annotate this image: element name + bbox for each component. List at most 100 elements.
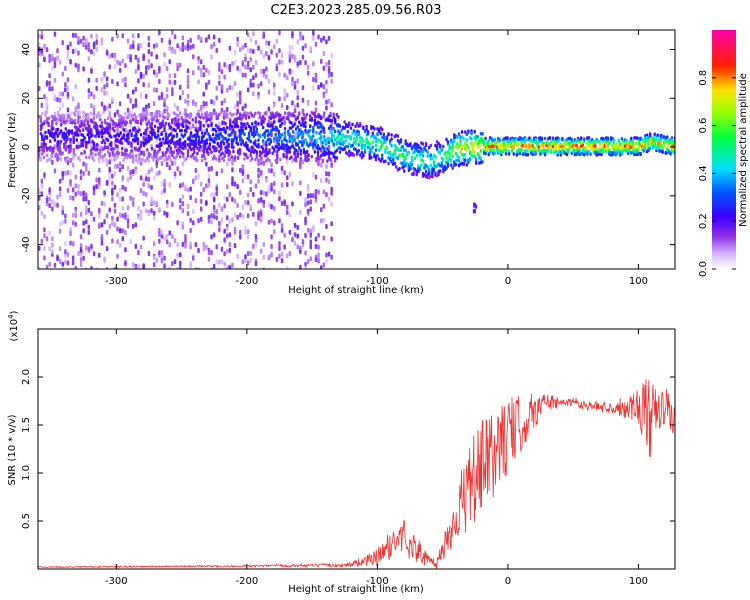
- heatmap-cell: [320, 265, 323, 269]
- heatmap-cell: [38, 195, 41, 201]
- heatmap-cell: [163, 263, 166, 269]
- heatmap-cell: [257, 83, 260, 89]
- heatmap-cell: [273, 220, 276, 226]
- heatmap-cell: [132, 103, 135, 109]
- heatmap-cell: [337, 115, 340, 119]
- heatmap-cell: [236, 184, 239, 190]
- heatmap-cell: [296, 61, 299, 67]
- heatmap-cell: [437, 172, 440, 177]
- heatmap-cell: [119, 131, 122, 135]
- heatmap-cell: [72, 149, 75, 154]
- heatmap-cell: [193, 150, 196, 155]
- heatmap-cell: [291, 201, 294, 207]
- snr-series-line: [38, 378, 675, 569]
- heatmap-cell: [71, 187, 75, 193]
- heatmap-cell: [196, 133, 199, 137]
- heatmap-cell: [78, 158, 82, 162]
- heatmap-cell: [301, 136, 304, 140]
- heatmap-cell: [316, 150, 320, 155]
- heatmap-cell: [550, 150, 553, 154]
- heatmap-cell: [259, 248, 263, 254]
- heatmap-cell: [98, 213, 101, 219]
- bottom-x-axis-label: Height of straight line (km): [288, 584, 424, 595]
- heatmap-cell: [228, 219, 232, 225]
- heatmap-cell: [61, 205, 64, 211]
- heatmap-cell: [249, 179, 252, 185]
- heatmap-cell: [246, 32, 250, 38]
- heatmap-cell: [321, 126, 324, 130]
- heatmap-cell: [233, 181, 237, 187]
- heatmap-cell: [241, 44, 245, 50]
- heatmap-cell: [273, 181, 276, 186]
- heatmap-cell: [280, 227, 284, 233]
- heatmap-cell: [246, 213, 250, 219]
- heatmap-cell: [267, 184, 271, 190]
- heatmap-cell: [124, 111, 127, 116]
- heatmap-cell: [160, 92, 164, 97]
- heatmap-cell: [71, 49, 75, 54]
- heatmap-cell: [239, 167, 242, 173]
- heatmap-cell: [121, 146, 124, 151]
- heatmap-cell: [199, 181, 203, 187]
- heatmap-cell: [257, 198, 260, 204]
- heatmap-cell: [126, 205, 130, 211]
- heatmap-cell: [64, 253, 67, 259]
- heatmap-cell: [142, 73, 145, 79]
- heatmap-cell: [172, 134, 176, 139]
- heatmap-cell: [174, 128, 177, 133]
- heatmap-cell: [108, 171, 111, 177]
- heatmap-cell: [158, 137, 161, 141]
- heatmap-cell: [218, 149, 221, 154]
- heatmap-cell: [197, 79, 200, 85]
- heatmap-cell: [246, 60, 250, 66]
- heatmap-cell: [340, 137, 343, 141]
- heatmap-cell: [61, 40, 64, 46]
- heatmap-cell: [152, 215, 156, 221]
- heatmap-cell: [168, 73, 171, 79]
- heatmap-cell: [40, 30, 44, 36]
- heatmap-cell: [110, 135, 113, 139]
- heatmap-cell: [446, 164, 450, 168]
- heatmap-cell: [258, 134, 262, 139]
- heatmap-cell: [64, 127, 67, 131]
- heatmap-cell: [309, 244, 312, 250]
- heatmap-cell: [238, 152, 241, 156]
- heatmap-cell: [158, 170, 161, 176]
- heatmap-cell: [320, 130, 323, 134]
- heatmap-cell: [220, 69, 224, 75]
- heatmap-cell: [64, 170, 67, 176]
- heatmap-cell: [278, 96, 281, 102]
- heatmap-cell: [111, 190, 114, 196]
- heatmap-cell: [241, 139, 244, 143]
- heatmap-cell: [200, 158, 204, 163]
- heatmap-cell: [56, 202, 59, 208]
- heatmap-cell: [241, 106, 245, 111]
- heatmap-cell: [79, 38, 83, 44]
- heatmap-cell: [116, 81, 119, 87]
- heatmap-cell: [138, 156, 141, 160]
- heatmap-cell: [48, 230, 51, 236]
- heatmap-cell: [327, 98, 331, 104]
- heatmap-cell: [280, 53, 284, 58]
- chart-title: C2E3.2023.285.09.56.R03: [270, 3, 441, 18]
- heatmap-cell: [299, 60, 302, 65]
- heatmap-cell: [267, 78, 271, 84]
- heatmap-cell: [317, 252, 320, 258]
- y-tick-label: 1.0: [21, 465, 32, 481]
- heatmap-cell: [306, 70, 310, 76]
- heatmap-cell: [314, 236, 318, 242]
- heatmap-cell: [102, 139, 105, 143]
- heatmap-cell: [476, 135, 479, 139]
- heatmap-cell: [110, 158, 113, 162]
- colorbar: [712, 30, 736, 269]
- heatmap-cell: [265, 269, 268, 274]
- heatmap-cell: [229, 120, 232, 124]
- heatmap-cell: [79, 252, 83, 258]
- heatmap-cell: [612, 139, 616, 144]
- heatmap-cell: [66, 170, 70, 176]
- heatmap-cell: [409, 142, 412, 146]
- heatmap-cell: [47, 123, 50, 128]
- heatmap-cell: [142, 190, 145, 196]
- heatmap-cell: [197, 34, 200, 40]
- heatmap-cell: [40, 102, 44, 108]
